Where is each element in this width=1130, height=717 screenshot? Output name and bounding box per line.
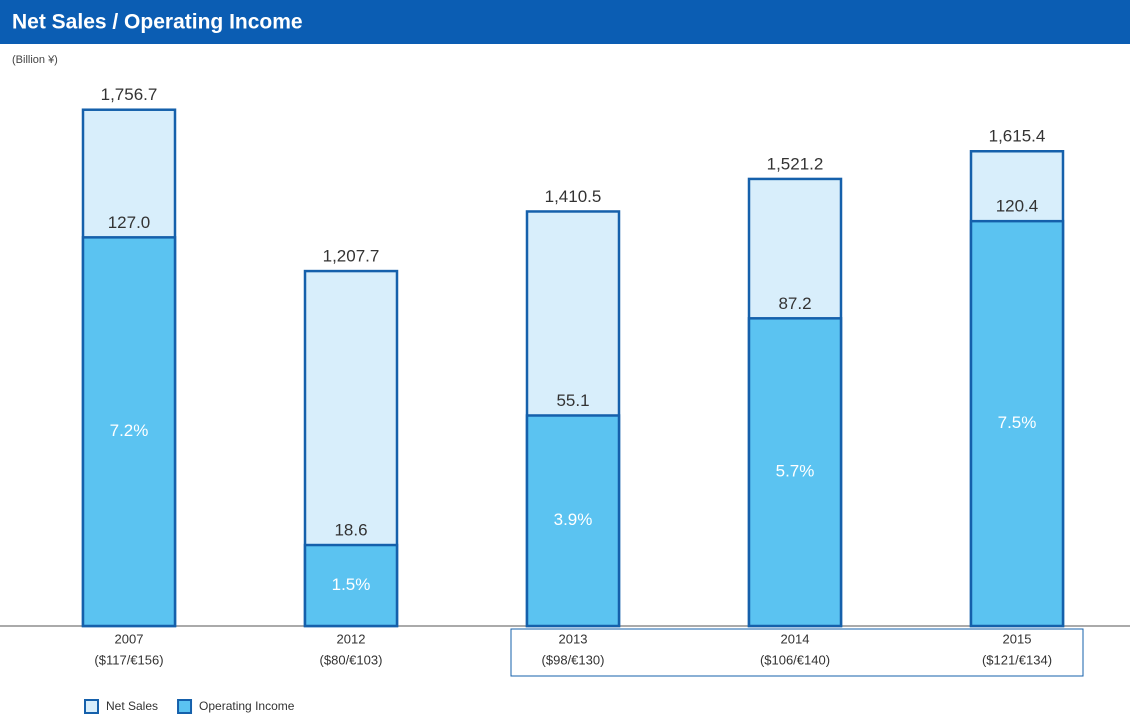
operating-income-label: 18.6 bbox=[334, 521, 367, 540]
x-tick-label: 2012 bbox=[337, 631, 366, 646]
operating-income-label: 55.1 bbox=[556, 391, 589, 410]
operating-income-label: 127.0 bbox=[108, 213, 151, 232]
x-tick-label: 2015 bbox=[1003, 631, 1032, 646]
margin-label: 1.5% bbox=[332, 575, 371, 594]
net-sales-label: 1,615.4 bbox=[989, 127, 1046, 146]
unit-label: (Billion ¥) bbox=[12, 54, 58, 66]
legend-label: Operating Income bbox=[199, 699, 295, 713]
legend-swatch bbox=[177, 699, 193, 714]
highlight-box bbox=[510, 628, 1084, 677]
operating-margin-bar bbox=[525, 414, 621, 628]
exchange-rate-label: ($117/€156) bbox=[94, 652, 163, 667]
operating-income-label: 120.4 bbox=[996, 197, 1039, 216]
exchange-rate-label: ($80/€103) bbox=[320, 652, 383, 667]
margin-label: 7.2% bbox=[110, 421, 149, 440]
net-sales-label: 1,521.2 bbox=[767, 154, 824, 173]
chart-title: Net Sales / Operating Income bbox=[12, 11, 303, 34]
margin-label: 7.5% bbox=[998, 413, 1037, 432]
operating-income-label: 87.2 bbox=[778, 294, 811, 313]
exchange-rate-label: ($121/€134) bbox=[982, 652, 1052, 667]
x-tick-label: 2013 bbox=[559, 631, 588, 646]
exchange-rate-label: ($98/€130) bbox=[542, 652, 605, 667]
operating-margin-bar bbox=[303, 543, 399, 628]
net-sales-label: 1,207.7 bbox=[323, 247, 380, 266]
title-band bbox=[0, 0, 1130, 42]
operating-margin-bar bbox=[81, 236, 177, 628]
operating-margin-bar bbox=[747, 317, 843, 628]
operating-margin-bar bbox=[969, 219, 1065, 628]
x-tick-label: 2014 bbox=[781, 631, 810, 646]
margin-label: 3.9% bbox=[554, 510, 593, 529]
legend-swatch bbox=[84, 699, 99, 714]
margin-label: 5.7% bbox=[776, 462, 815, 481]
exchange-rate-label: ($106/€140) bbox=[760, 652, 830, 667]
net-sales-label: 1,410.5 bbox=[545, 187, 602, 206]
x-tick-label: 2007 bbox=[115, 631, 144, 646]
legend-label: Net Sales bbox=[106, 699, 158, 713]
net-sales-label: 1,756.7 bbox=[101, 85, 158, 104]
